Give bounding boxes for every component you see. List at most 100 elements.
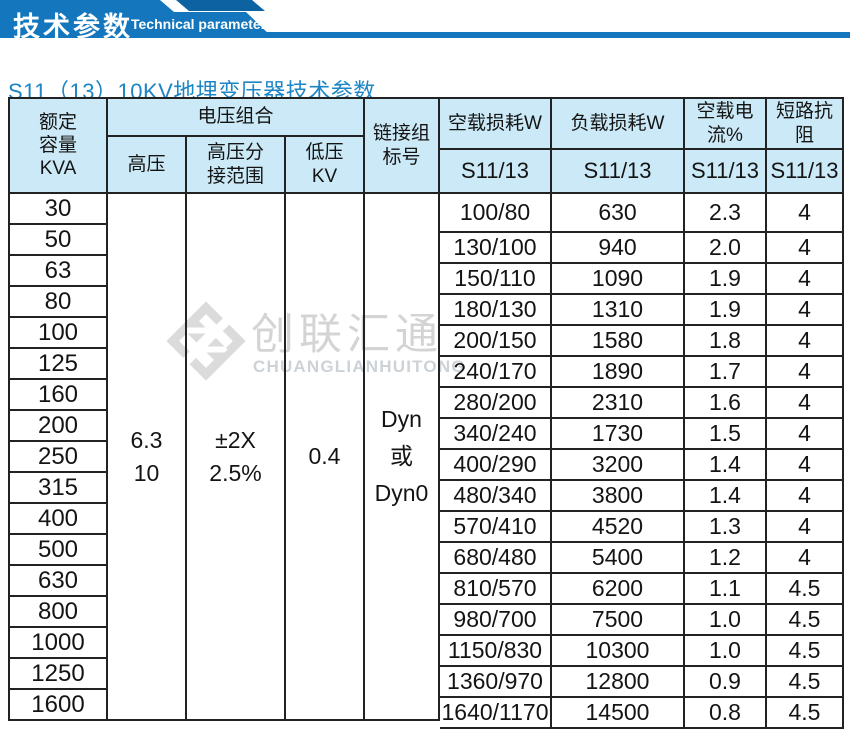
impedance-cell: 4.5 (767, 667, 844, 698)
no-load-loss-cell: 570/410 (440, 512, 552, 543)
kva-cell: 500 (10, 535, 108, 566)
header-hv-tap-range: 高压分 接范围 (187, 137, 286, 194)
no-load-loss-cell: 280/200 (440, 388, 552, 419)
no-load-loss-cell: 480/340 (440, 481, 552, 512)
banner-title-en: Technical parameter (131, 16, 267, 32)
no-load-loss-cell: 680/480 (440, 543, 552, 574)
kva-cell: 630 (10, 566, 108, 597)
load-loss-cell: 1580 (552, 326, 685, 357)
no-load-loss-cell: 200/150 (440, 326, 552, 357)
kva-cell: 50 (10, 225, 108, 256)
impedance-cell: 4.5 (767, 574, 844, 605)
no-load-current-cell: 1.3 (685, 512, 767, 543)
no-load-loss-cell: 340/240 (440, 419, 552, 450)
banner-title-cn: 技术参数 (13, 12, 133, 42)
impedance-cell: 4 (767, 543, 844, 574)
load-loss-cell: 6200 (552, 574, 685, 605)
no-load-loss-cell: 1150/830 (440, 636, 552, 667)
kva-cell: 400 (10, 504, 108, 535)
kva-cell: 125 (10, 349, 108, 380)
kva-cell: 160 (10, 380, 108, 411)
header-vector-group: 链接组 标号 (365, 99, 440, 194)
load-loss-cell: 10300 (552, 636, 685, 667)
kva-cell: 315 (10, 473, 108, 504)
no-load-loss-cell: 100/80 (440, 194, 552, 233)
impedance-cell: 4 (767, 388, 844, 419)
impedance-cell: 4 (767, 481, 844, 512)
no-load-current-cell: 1.9 (685, 295, 767, 326)
load-loss-cell: 12800 (552, 667, 685, 698)
kva-cell: 80 (10, 287, 108, 318)
impedance-cell: 4 (767, 419, 844, 450)
kva-cell: 1600 (10, 690, 108, 721)
no-load-current-cell: 1.1 (685, 574, 767, 605)
no-load-current-cell: 1.5 (685, 419, 767, 450)
load-loss-cell: 1730 (552, 419, 685, 450)
impedance-cell: 4.5 (767, 636, 844, 667)
no-load-current-cell: 1.4 (685, 450, 767, 481)
cell-hv-merged: 6.3 10 (108, 194, 187, 721)
no-load-current-cell: 2.0 (685, 233, 767, 264)
no-load-current-cell: 1.8 (685, 326, 767, 357)
banner-ribbon-shape (0, 0, 850, 38)
no-load-current-cell: 1.4 (685, 481, 767, 512)
load-loss-cell: 3200 (552, 450, 685, 481)
cell-lv-merged: 0.4 (286, 194, 365, 721)
no-load-current-cell: 1.6 (685, 388, 767, 419)
no-load-loss-cell: 980/700 (440, 605, 552, 636)
impedance-cell: 4 (767, 357, 844, 388)
no-load-loss-cell: 400/290 (440, 450, 552, 481)
impedance-cell: 4 (767, 295, 844, 326)
no-load-loss-cell: 150/110 (440, 264, 552, 295)
kva-cell: 1000 (10, 628, 108, 659)
table-header-left: 额定 容量 KVA 电压组合 高压 高压分 接范围 低压 KV 链接组 标号 (8, 97, 440, 194)
table-body-left: 6.3 10 ±2X 2.5% 0.4 Dyn 或 Dyn0 30 50 63 80 1… (8, 194, 440, 721)
header-lv: 低压 KV (286, 137, 365, 194)
cell-hv-tap-merged: ±2X 2.5% (187, 194, 286, 721)
table-header-right: 空载损耗W 负载损耗W 空载电流% 短路抗阻 S11/13 S11/13 S11… (440, 97, 844, 194)
impedance-cell: 4.5 (767, 698, 844, 729)
load-loss-cell: 1310 (552, 295, 685, 326)
no-load-loss-cell: 130/100 (440, 233, 552, 264)
kva-cell: 1250 (10, 659, 108, 690)
no-load-current-cell: 0.8 (685, 698, 767, 729)
impedance-cell: 4 (767, 512, 844, 543)
impedance-cell: 4 (767, 194, 844, 233)
impedance-cell: 4 (767, 326, 844, 357)
header-model: S11/13 (685, 150, 767, 194)
cell-vector-group-merged: Dyn 或 Dyn0 (365, 194, 440, 721)
load-loss-cell: 2310 (552, 388, 685, 419)
no-load-loss-cell: 1640/1170 (440, 698, 552, 729)
kva-cell: 800 (10, 597, 108, 628)
impedance-cell: 4.5 (767, 605, 844, 636)
kva-cell: 200 (10, 411, 108, 442)
kva-cell: 63 (10, 256, 108, 287)
no-load-current-cell: 1.7 (685, 357, 767, 388)
no-load-current-cell: 0.9 (685, 667, 767, 698)
load-loss-cell: 4520 (552, 512, 685, 543)
load-loss-cell: 14500 (552, 698, 685, 729)
load-loss-cell: 630 (552, 194, 685, 233)
spec-table: 额定 容量 KVA 电压组合 高压 高压分 接范围 低压 KV 链接组 标号 空… (8, 97, 844, 729)
impedance-cell: 4 (767, 233, 844, 264)
load-loss-cell: 1090 (552, 264, 685, 295)
load-loss-cell: 3800 (552, 481, 685, 512)
header-voltage-group: 电压组合 (108, 99, 365, 137)
header-no-load-loss: 空载损耗W (440, 99, 552, 150)
load-loss-cell: 5400 (552, 543, 685, 574)
no-load-loss-cell: 240/170 (440, 357, 552, 388)
load-loss-cell: 940 (552, 233, 685, 264)
no-load-current-cell: 1.2 (685, 543, 767, 574)
no-load-loss-cell: 810/570 (440, 574, 552, 605)
no-load-current-cell: 1.0 (685, 636, 767, 667)
table-body-right: 100/80 630 2.3 4 130/100 940 2.0 4 150/110 1090 1.… (440, 194, 844, 729)
kva-cell: 250 (10, 442, 108, 473)
no-load-loss-cell: 180/130 (440, 295, 552, 326)
load-loss-cell: 7500 (552, 605, 685, 636)
no-load-current-cell: 1.9 (685, 264, 767, 295)
header-capacity: 额定 容量 KVA (10, 99, 108, 194)
header-impedance: 短路抗阻 (767, 99, 844, 150)
header-model: S11/13 (440, 150, 552, 194)
header-hv: 高压 (108, 137, 187, 194)
header-no-load-current: 空载电流% (685, 99, 767, 150)
